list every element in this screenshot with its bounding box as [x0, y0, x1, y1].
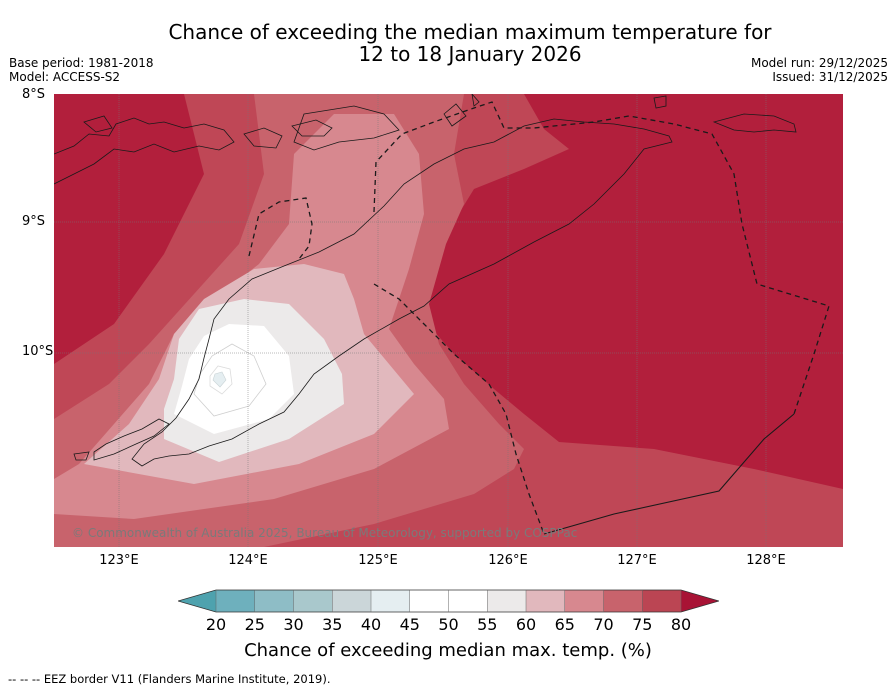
- colorbar-tick-label: 40: [360, 615, 382, 634]
- base-period: Base period: 1981-2018: [9, 56, 154, 70]
- issued-date: Issued: 31/12/2025: [772, 70, 888, 84]
- chart-title-line-1: Chance of exceeding the median maximum t…: [168, 20, 772, 44]
- colorbar-segment: [603, 590, 643, 612]
- colorbar-segment: [293, 590, 333, 612]
- band-50-55: [174, 324, 294, 434]
- colorbar-tick-label: 65: [554, 615, 575, 634]
- colorbar-segment: [254, 590, 294, 612]
- islands-southwest-coastline: [93, 418, 170, 461]
- colorbar-segment: [332, 590, 372, 612]
- lat-label-9s: 9°S: [22, 214, 46, 229]
- islands-northeast-coastline: [712, 113, 797, 133]
- copyright-notice: © Commonwealth of Australia 2025, Bureau…: [72, 526, 578, 540]
- colorbar-tick-label: 20: [205, 615, 227, 634]
- probability-map: [54, 94, 843, 547]
- colorbar-tick-label: 75: [632, 615, 653, 634]
- islands-north-coastline: [54, 117, 235, 185]
- colorbar-tick-label: 25: [244, 615, 265, 634]
- lon-label-124e: 124°E: [228, 553, 268, 568]
- colorbar-tick-label: 35: [322, 615, 343, 634]
- colorbar-tick-label: 50: [438, 615, 459, 634]
- lon-label-127e: 127°E: [617, 553, 657, 568]
- colorbar: [178, 589, 719, 613]
- lon-label-128e: 128°E: [746, 553, 786, 568]
- timor-coastline: [131, 118, 673, 467]
- colorbar-label: Chance of exceeding median max. temp. (%…: [244, 640, 652, 661]
- info-right: Model run: 29/12/2025 Issued: 31/12/2025: [751, 56, 888, 84]
- colorbar-segment: [371, 590, 411, 612]
- colorbar-under-triangle: [178, 590, 216, 612]
- chart-title-line-2: 12 to 18 January 2026: [358, 42, 582, 66]
- lon-label-125e: 125°E: [358, 553, 398, 568]
- colorbar-segment: [448, 590, 488, 612]
- colorbar-tick-label: 80: [670, 615, 692, 634]
- colorbar-tick-label: 30: [283, 615, 304, 634]
- colorbar-segment: [409, 590, 449, 612]
- lat-label-8s: 8°S: [22, 87, 46, 102]
- model-name: Model: ACCESS-S2: [9, 70, 121, 84]
- colorbar-segment: [642, 590, 682, 612]
- model-run: Model run: 29/12/2025: [750, 56, 888, 70]
- lat-label-10s: 10°S: [22, 344, 54, 359]
- graticule: [54, 94, 843, 547]
- eez-solid-segment: [543, 413, 795, 535]
- colorbar-segment: [487, 590, 527, 612]
- colorbar-over-triangle: [681, 590, 719, 612]
- eez-footnote: -- -- -- EEZ border V11 (Flanders Marine…: [8, 672, 331, 686]
- coastlines: [54, 94, 797, 467]
- colorbar-tick-label: 70: [593, 615, 614, 634]
- colorbar-tick-label: 55: [477, 615, 498, 634]
- colorbar-segment: [216, 590, 256, 612]
- lon-label-123e: 123°E: [99, 553, 139, 568]
- lon-label-126e: 126°E: [488, 553, 528, 568]
- colorbar-segment: [564, 590, 604, 612]
- colorbar-tick-label: 45: [399, 615, 420, 634]
- info-left: Base period: 1981-2018 Model: ACCESS-S2: [9, 56, 154, 84]
- colorbar-segment: [526, 590, 566, 612]
- colorbar-tick-label: 60: [515, 615, 537, 634]
- eez-border: [248, 101, 830, 535]
- band-45-50: [212, 371, 227, 388]
